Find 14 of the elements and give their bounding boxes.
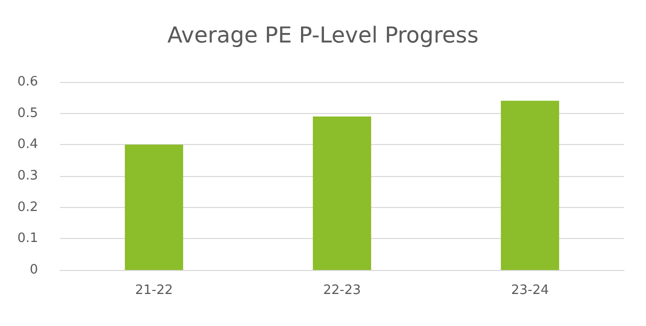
y-tick-label: 0.1: [17, 231, 38, 246]
y-tick-label: 0.5: [17, 106, 38, 121]
bar: [124, 144, 184, 270]
y-tick-label: 0.3: [17, 168, 38, 184]
x-tick-label: 21-22: [135, 283, 173, 298]
x-tick-label: 23-24: [511, 283, 549, 298]
bar: [312, 116, 372, 270]
y-tick-label: 0.4: [17, 137, 38, 152]
y-tick-label: 0.6: [17, 74, 38, 90]
y-tick-label: 0.2: [17, 200, 38, 215]
x-tick-label: 22-23: [323, 283, 361, 298]
chart-title: Average PE P-Level Progress: [167, 24, 479, 48]
y-tick-label: 0: [30, 262, 38, 278]
bar: [500, 100, 560, 270]
